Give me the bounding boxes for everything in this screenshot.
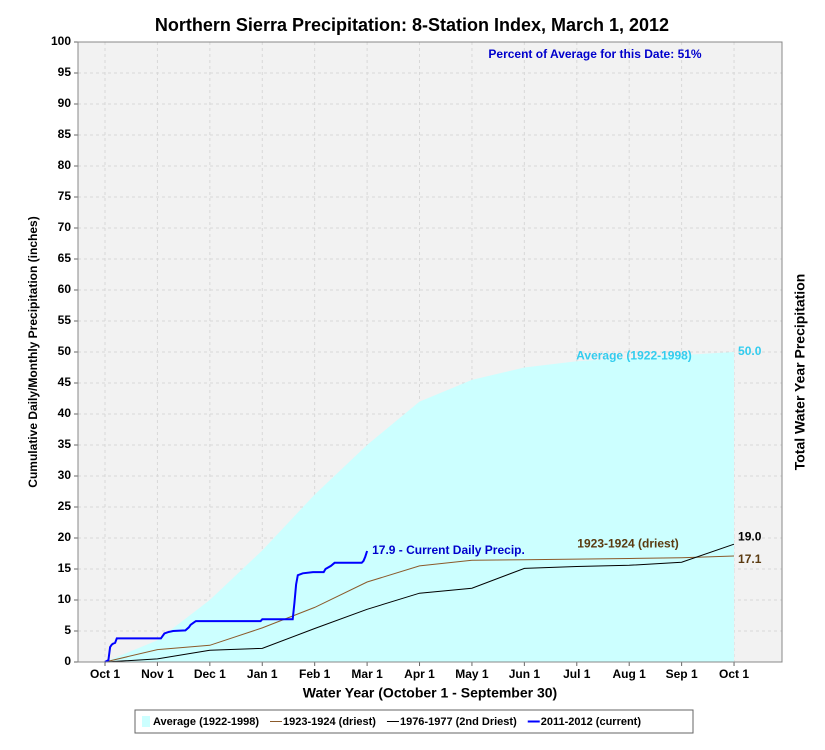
value-label: 50.0 (738, 344, 762, 358)
y-tick-label: 35 (58, 437, 72, 451)
x-tick-label: Aug 1 (613, 667, 647, 681)
y-tick-label: 10 (58, 592, 72, 606)
y-tick-label: 30 (58, 468, 72, 482)
chart-title: Northern Sierra Precipitation: 8-Station… (155, 15, 669, 35)
legend-box (134, 709, 694, 734)
x-tick-label: Apr 1 (404, 667, 435, 681)
series-label: Average (1922-1998) (576, 348, 692, 362)
y-tick-label: 15 (58, 561, 72, 575)
y-tick-label: 40 (58, 406, 72, 420)
y-tick-label: 5 (64, 623, 71, 637)
x-axis-label: Water Year (October 1 - September 30) (303, 685, 557, 701)
x-tick-label: Oct 1 (90, 667, 120, 681)
y-tick-label: 55 (58, 313, 72, 327)
y-tick-label: 0 (64, 654, 71, 668)
line (104, 555, 735, 663)
x-tick-label: Jul 1 (563, 667, 591, 681)
legend-label: Average (1922-1998) (153, 716, 259, 728)
legend-label: 2011-2012 (current) (541, 716, 642, 728)
y-tick-label: 95 (58, 65, 72, 79)
value-label: 19.0 (738, 529, 762, 543)
y-tick-label: 25 (58, 499, 72, 513)
x-tick-label: Dec 1 (194, 667, 226, 681)
line (104, 543, 735, 663)
y-tick-label: 65 (58, 251, 72, 265)
legend-label: 1976-1977 (2nd Driest) (400, 716, 517, 728)
x-tick-label: Oct 1 (719, 667, 749, 681)
y-tick-label: 60 (58, 282, 72, 296)
x-tick-label: Sep 1 (666, 667, 698, 681)
x-tick-label: Feb 1 (299, 667, 331, 681)
x-tick-label: Mar 1 (351, 667, 383, 681)
y-tick-label: 20 (58, 530, 72, 544)
y2-axis-label: Total Water Year Precipitation (792, 274, 808, 471)
y-tick-label: 85 (58, 127, 72, 141)
line (104, 550, 369, 663)
legend-swatch (142, 716, 150, 727)
y-tick-label: 75 (58, 189, 72, 203)
y-axis-label: Cumulative Daily/Monthly Precipitation (… (26, 216, 40, 487)
legend-label: 1923-1924 (driest) (283, 716, 376, 728)
y-tick-label: 45 (58, 375, 72, 389)
y-tick-label: 70 (58, 220, 72, 234)
x-tick-label: Jan 1 (247, 667, 278, 681)
annotation: Percent of Average for this Date: 51% (488, 47, 702, 61)
y-tick-label: 80 (58, 158, 72, 172)
plot-frame (77, 41, 783, 663)
series-label: 1923-1924 (driest) (577, 536, 678, 550)
x-tick-label: Nov 1 (141, 667, 174, 681)
y-tick-label: 100 (51, 34, 71, 48)
y-tick-label: 90 (58, 96, 72, 110)
x-tick-label: May 1 (455, 667, 489, 681)
area (105, 352, 735, 662)
value-label: 17.1 (738, 552, 762, 566)
y-tick-label: 50 (58, 344, 72, 358)
x-tick-label: Jun 1 (509, 667, 541, 681)
annotation: 17.9 - Current Daily Precip. (372, 543, 525, 557)
